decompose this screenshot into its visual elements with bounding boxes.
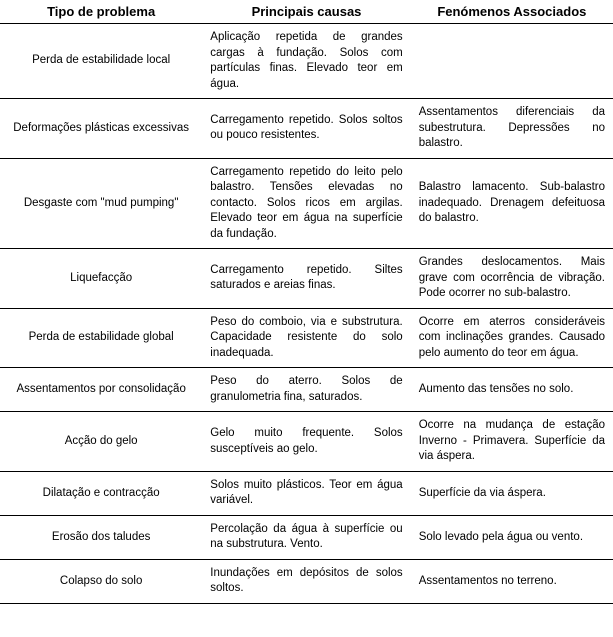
col-header-assoc: Fenómenos Associados [411,0,613,24]
cell-assoc [411,24,613,99]
cell-type: Desgaste com "mud pumping" [0,158,202,249]
cell-cause: Percolação da água à superfície ou na su… [202,515,410,559]
col-header-type: Tipo de problema [0,0,202,24]
cell-type: Erosão dos taludes [0,515,202,559]
cell-cause: Carregamento repetido do leito pelo bala… [202,158,410,249]
cell-cause: Inundações em depósitos de solos soltos. [202,559,410,603]
cell-cause: Carregamento repetido. Solos soltos ou p… [202,99,410,159]
cell-type: Perda de estabilidade global [0,308,202,368]
table-row: Desgaste com "mud pumping" Carregamento … [0,158,613,249]
cell-assoc: Solo levado pela água ou vento. [411,515,613,559]
cell-assoc: Grandes deslocamentos. Mais grave com oc… [411,249,613,309]
cell-type: Perda de estabilidade local [0,24,202,99]
cell-type: Colapso do solo [0,559,202,603]
table-row: Perda de estabilidade local Aplicação re… [0,24,613,99]
cell-assoc: Assentamentos no terreno. [411,559,613,603]
table-row: Erosão dos taludes Percolação da água à … [0,515,613,559]
table-row: Liquefacção Carregamento repetido. Silte… [0,249,613,309]
cell-assoc: Superfície da via áspera. [411,471,613,515]
cell-type: Dilatação e contracção [0,471,202,515]
table-row: Dilatação e contracção Solos muito plást… [0,471,613,515]
cell-assoc: Balastro lamacento. Sub-balastro inadequ… [411,158,613,249]
table-header-row: Tipo de problema Principais causas Fenóm… [0,0,613,24]
table-row: Assentamentos por consolidação Peso do a… [0,368,613,412]
cell-type: Deformações plásticas excessivas [0,99,202,159]
col-header-cause: Principais causas [202,0,410,24]
cell-cause: Aplicação repetida de grandes cargas à f… [202,24,410,99]
cell-assoc: Aumento das tensões no solo. [411,368,613,412]
cell-assoc: Assentamentos diferenciais da subestrutu… [411,99,613,159]
table-row: Deformações plásticas excessivas Carrega… [0,99,613,159]
cell-type: Acção do gelo [0,412,202,472]
table-row: Colapso do solo Inundações em depósitos … [0,559,613,603]
table-row: Acção do gelo Gelo muito frequente. Solo… [0,412,613,472]
problems-table: Tipo de problema Principais causas Fenóm… [0,0,613,604]
table-row: Perda de estabilidade global Peso do com… [0,308,613,368]
cell-type: Liquefacção [0,249,202,309]
cell-cause: Carregamento repetido. Siltes saturados … [202,249,410,309]
cell-cause: Gelo muito frequente. Solos susceptíveis… [202,412,410,472]
cell-cause: Peso do comboio, via e substrutura. Capa… [202,308,410,368]
cell-cause: Peso do aterro. Solos de granulometria f… [202,368,410,412]
cell-assoc: Ocorre em aterros consideráveis com incl… [411,308,613,368]
cell-assoc: Ocorre na mudança de estação Inverno - P… [411,412,613,472]
cell-type: Assentamentos por consolidação [0,368,202,412]
cell-cause: Solos muito plásticos. Teor em água vari… [202,471,410,515]
